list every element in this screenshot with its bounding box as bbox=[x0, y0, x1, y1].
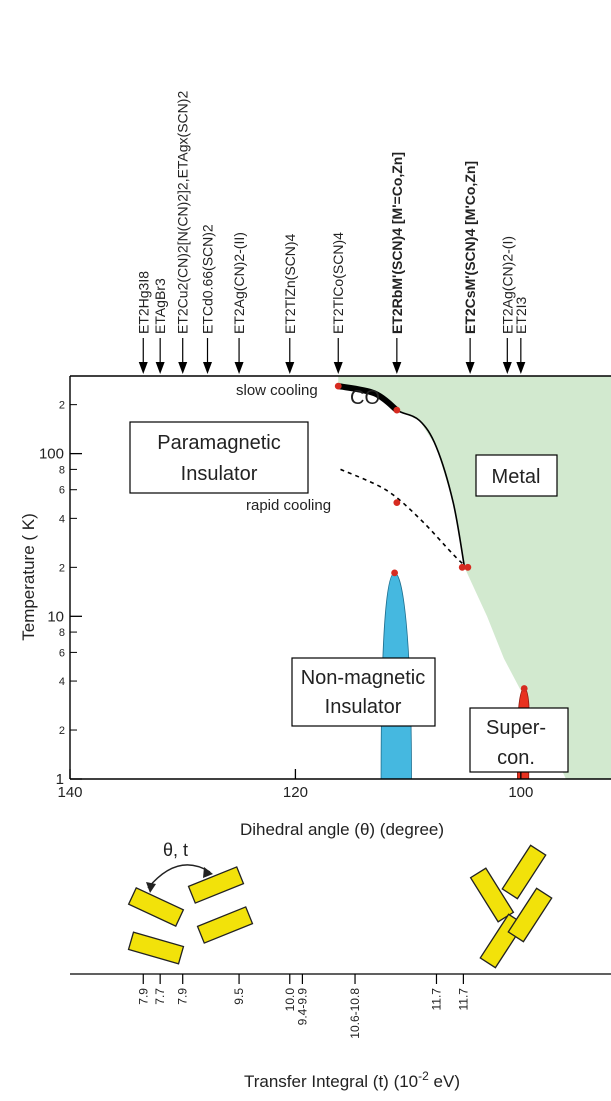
transfer-tick-label: 7.9 bbox=[136, 988, 150, 1005]
rapid-cooling-boundary bbox=[340, 468, 468, 568]
compound-arrow-head bbox=[203, 362, 213, 374]
transfer-axis-label-main: Transfer Integral (t) (10 bbox=[244, 1072, 418, 1091]
compound-label: ETCd0.66(SCN)2 bbox=[200, 224, 216, 334]
compound-label: ET2CsM'(SCN)4 [M'Co,Zn] bbox=[462, 161, 478, 334]
transfer-tick-label: 9.5 bbox=[232, 988, 246, 1005]
data-point bbox=[458, 563, 466, 571]
paramagnetic-label-line1: Paramagnetic bbox=[157, 432, 280, 454]
x-tick-label: 120 bbox=[283, 784, 308, 801]
compound-arrow-head bbox=[465, 362, 475, 374]
nonmagnetic-label-line2: Insulator bbox=[325, 696, 402, 718]
supercon-label-line2: con. bbox=[497, 747, 535, 769]
compound-arrow-head bbox=[155, 362, 165, 374]
y-minor-tick-label: 6 bbox=[59, 647, 65, 659]
x-axis-label: Dihedral angle (θ) (degree) bbox=[240, 820, 444, 839]
slow-cooling-label: slow cooling bbox=[236, 382, 318, 399]
data-point bbox=[391, 569, 398, 577]
compound-label: ET2TlCo(SCN)4 bbox=[330, 232, 346, 334]
molecule-schematic-right bbox=[469, 844, 553, 969]
data-point bbox=[393, 406, 401, 414]
axes-frame: 140 120 100 1 10 100 2 4 6 8 2 4 6 8 2 bbox=[39, 375, 611, 801]
nonmagnetic-label-line1: Non-magnetic bbox=[301, 667, 426, 689]
transfer-tick-label: 11.7 bbox=[429, 988, 443, 1011]
y-minor-tick-label: 4 bbox=[59, 513, 65, 525]
y-minor-tick-label: 4 bbox=[59, 676, 65, 688]
compound-arrow-head bbox=[285, 362, 295, 374]
rapid-cooling-label: rapid cooling bbox=[246, 497, 331, 514]
data-points bbox=[334, 382, 528, 692]
compound-arrow-head bbox=[333, 362, 343, 374]
y-axis-label: Temperature ( K) bbox=[19, 513, 38, 641]
metal-label-box bbox=[475, 454, 558, 497]
compound-labels: ET2Hg3I8 ETAgBr3 ET2Cu2(CN)2[N(CN)2]2,ETAg… bbox=[135, 91, 529, 374]
molecule-schematic-left bbox=[127, 866, 254, 965]
compound-label: ET2Ag(CN)2-(II) bbox=[231, 232, 247, 334]
compound-arrow-head bbox=[178, 362, 188, 374]
transfer-ticks: 7.9 7.7 7.9 9.5 10.09.4-9.9 10.6-10.8 11.7 11.7 bbox=[136, 974, 470, 1039]
y-minor-tick-label: 2 bbox=[59, 562, 65, 574]
y-minor-tick-label: 2 bbox=[59, 725, 65, 737]
supercon-label-box bbox=[469, 707, 569, 773]
paramagnetic-label-box bbox=[129, 421, 309, 494]
y-minor-tick-label: 8 bbox=[59, 464, 65, 476]
compound-label: ET2I3 bbox=[513, 296, 529, 334]
y-minor-tick-label: 6 bbox=[59, 485, 65, 497]
compound-arrow-head bbox=[502, 362, 512, 374]
compound-label: ET2Ag(CN)2-(I) bbox=[499, 236, 515, 334]
charge-order-band bbox=[335, 383, 400, 414]
co-label: CO bbox=[350, 387, 380, 409]
compound-arrow-head bbox=[392, 362, 402, 374]
compound-label: ET2RbM'(SCN)4 [M'=Co,Zn] bbox=[389, 152, 405, 334]
y-minor-tick-label: 8 bbox=[59, 627, 65, 639]
y-major-tick-label: 10 bbox=[47, 608, 64, 625]
transfer-tick-label: 11.7 bbox=[456, 988, 470, 1011]
paramagnetic-label-line2: Insulator bbox=[181, 463, 258, 485]
compound-label: ET2Cu2(CN)2[N(CN)2]2,ETAgx(SCN)2 bbox=[175, 91, 191, 334]
compound-arrow-head bbox=[516, 362, 526, 374]
compound-label: ET2TlZn(SCN)4 bbox=[282, 233, 298, 334]
nonmagnetic-label-box bbox=[291, 657, 436, 727]
compound-arrow-head bbox=[234, 362, 244, 374]
transfer-axis-label: Transfer Integral (t) (10-2 eV) bbox=[244, 1069, 460, 1091]
supercon-label-line1: Super- bbox=[486, 717, 546, 739]
compound-arrow-head bbox=[138, 362, 148, 374]
data-point bbox=[520, 685, 528, 692]
x-tick-label: 100 bbox=[508, 784, 533, 801]
transfer-tick-label: 10.6-10.8 bbox=[348, 988, 362, 1039]
compound-label: ETAgBr3 bbox=[152, 278, 168, 334]
transfer-tick-label: 9.4-9.9 bbox=[295, 988, 309, 1026]
y-major-tick-label: 100 bbox=[39, 446, 64, 463]
transfer-tick-label: 10.0 bbox=[283, 988, 297, 1012]
angle-label: θ, t bbox=[163, 840, 188, 860]
angle-arrow-head-left bbox=[146, 882, 156, 893]
data-point bbox=[393, 499, 401, 506]
y-minor-tick-label: 2 bbox=[59, 400, 65, 412]
metal-label: Metal bbox=[492, 466, 541, 488]
data-point bbox=[464, 563, 472, 571]
transfer-tick-label: 7.9 bbox=[176, 988, 190, 1005]
transfer-tick-label: 7.7 bbox=[153, 988, 167, 1005]
transfer-axis-label-exp: -2 bbox=[418, 1069, 429, 1083]
data-point bbox=[334, 382, 342, 390]
angle-arrow-head-right bbox=[203, 867, 213, 878]
x-tick-label: 140 bbox=[57, 784, 82, 801]
transfer-axis-label-tail: eV) bbox=[429, 1072, 460, 1091]
y-major-tick-label: 1 bbox=[56, 771, 64, 788]
compound-label: ET2Hg3I8 bbox=[135, 271, 151, 334]
